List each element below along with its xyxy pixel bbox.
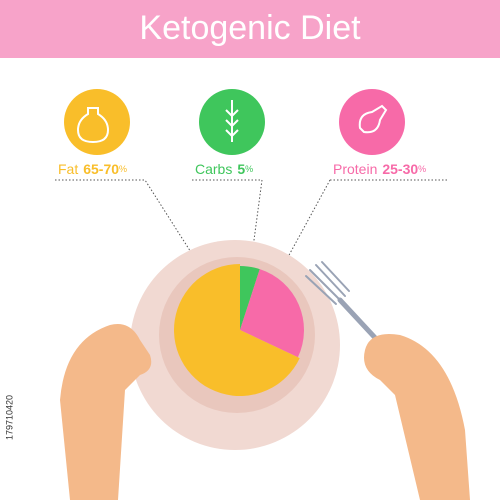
- slice-label: Protein 25-30%: [333, 161, 426, 177]
- unit: %: [418, 164, 426, 174]
- category: Fat: [58, 161, 78, 177]
- pie-slice: [240, 266, 260, 330]
- pie: [174, 264, 304, 396]
- right-hand: [364, 334, 470, 500]
- header-band: [0, 0, 500, 58]
- range: 65-70: [83, 161, 119, 177]
- pie-slice: [174, 264, 300, 396]
- fat-icon: [64, 89, 130, 155]
- watermark: 179710420: [4, 395, 14, 440]
- slice-label: Carbs 5%: [195, 161, 253, 177]
- left-hand: [60, 324, 152, 500]
- range: 25-30: [382, 161, 418, 177]
- range: 5: [237, 161, 245, 177]
- carbs-icon: [199, 89, 265, 155]
- pie-slice: [240, 269, 304, 358]
- unit: %: [245, 164, 253, 174]
- category: Carbs: [195, 161, 232, 177]
- protein-icon: [339, 89, 405, 155]
- unit: %: [119, 164, 127, 174]
- slice-label: Fat 65-70%: [58, 161, 127, 177]
- chart-title: Ketogenic Diet: [139, 9, 361, 47]
- category: Protein: [333, 161, 377, 177]
